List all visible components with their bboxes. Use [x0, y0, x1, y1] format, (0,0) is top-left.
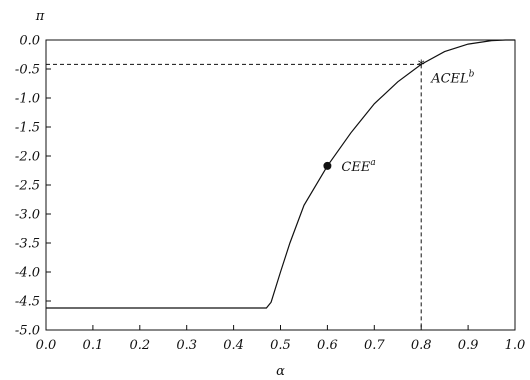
point-marker-cee	[323, 161, 332, 170]
x-tick-label: 0.1	[83, 338, 104, 353]
point-label-superscript: a	[370, 158, 375, 168]
x-tick-label: 0.3	[176, 338, 197, 353]
x-tick-label: 0.7	[364, 338, 385, 353]
y-tick-label: -0.5	[15, 63, 40, 78]
y-tick-label: -4.0	[15, 266, 40, 281]
y-tick-label: -2.5	[15, 179, 40, 194]
y-tick-label: 0.0	[19, 34, 40, 49]
x-axis-label: α	[276, 364, 285, 379]
y-tick-label: -2.0	[15, 150, 40, 165]
y-tick-label: -1.5	[15, 121, 40, 136]
points-layer: CEEa * ACELb	[323, 58, 475, 175]
x-tick-label: 0.4	[223, 338, 244, 353]
x-tick-label: 0.0	[36, 338, 57, 353]
point-label-superscript: b	[469, 69, 475, 79]
y-tick-label: -5.0	[15, 324, 40, 339]
x-tick-label: 0.5	[270, 338, 291, 353]
series-line	[46, 39, 515, 309]
y-axis-label: π	[35, 9, 45, 24]
x-tick-label: 0.9	[458, 338, 479, 353]
x-tick-label: 0.6	[317, 338, 338, 353]
x-tick-label: 1.0	[505, 338, 526, 353]
point-marker-acel: *	[418, 58, 425, 73]
y-tick-label: -3.5	[15, 237, 40, 252]
ticks-layer: 0.0 0.1 0.2 0.3 0.4 0.5 0.6 0.7 0.8 0.9 1.0 0.0 -0.5…	[15, 34, 525, 354]
x-tick-label: 0.2	[129, 338, 150, 353]
x-tick-label: 0.8	[411, 338, 432, 353]
y-tick-label: -3.0	[15, 208, 40, 223]
reference-lines	[46, 63, 422, 330]
point-label-cee: CEEa	[341, 158, 375, 175]
series-layer	[46, 39, 515, 309]
y-tick-label: -1.0	[15, 92, 40, 107]
y-tick-label: -4.5	[15, 295, 40, 310]
point-label-acel: ACELb	[430, 69, 474, 86]
